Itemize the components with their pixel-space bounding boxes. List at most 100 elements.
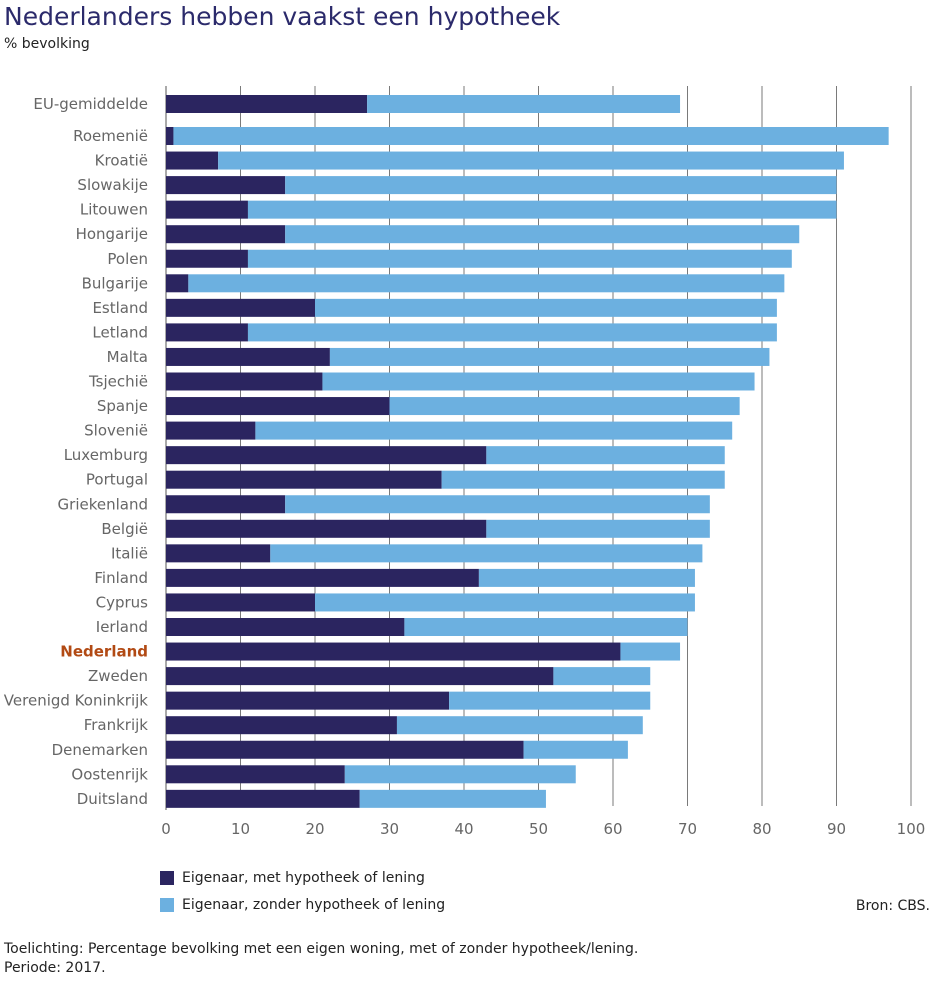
bar-with-mortgage: [166, 765, 345, 784]
bar-with-mortgage: [166, 127, 174, 145]
bar-with-mortgage: [166, 544, 271, 563]
source-note: Bron: CBS.: [855, 898, 930, 914]
bar-with-mortgage: [166, 593, 315, 612]
bar-without-mortgage: [367, 95, 681, 113]
category-label: Roemenië: [73, 127, 148, 145]
x-tick-label: 100: [897, 820, 926, 838]
bar-with-mortgage: [166, 274, 189, 293]
bar-with-mortgage: [166, 323, 248, 342]
chart-title: Nederlanders hebben vaakst een hypotheek: [4, 2, 561, 31]
category-label: Kroatië: [95, 152, 148, 170]
bar-without-mortgage: [396, 716, 643, 735]
bar-without-mortgage: [188, 274, 785, 293]
category-label: Finland: [94, 569, 148, 587]
legend-label-with-mortgage: Eigenaar, met hypotheek of lening: [182, 870, 425, 886]
bar-without-mortgage: [449, 691, 651, 710]
bar-with-mortgage: [166, 151, 219, 170]
category-label: Zweden: [88, 667, 148, 685]
category-label: Ierland: [96, 618, 148, 636]
bar-without-mortgage: [322, 372, 755, 391]
bar-with-mortgage: [166, 495, 286, 514]
bar-without-mortgage: [315, 593, 695, 612]
bar-with-mortgage: [166, 298, 315, 317]
bar-without-mortgage: [218, 151, 844, 170]
category-label: EU-gemiddelde: [33, 95, 148, 113]
bar-without-mortgage: [486, 446, 725, 465]
bar-with-mortgage: [166, 667, 554, 686]
category-label: Polen: [107, 250, 148, 268]
category-label: Spanje: [97, 397, 148, 415]
x-tick-label: 50: [529, 820, 548, 838]
bar-with-mortgage: [166, 740, 524, 759]
legend-label-without-mortgage: Eigenaar, zonder hypotheek of lening: [182, 897, 446, 913]
chart-subtitle: % bevolking: [4, 36, 90, 52]
bar-without-mortgage: [389, 397, 740, 416]
bar-with-mortgage: [166, 397, 390, 416]
bar-without-mortgage: [620, 642, 681, 661]
category-label: Denemarken: [52, 741, 148, 759]
bar-with-mortgage: [166, 446, 487, 465]
bar-with-mortgage: [166, 691, 450, 710]
category-label: Frankrijk: [84, 716, 149, 734]
bar-with-mortgage: [166, 789, 360, 808]
category-label: Duitsland: [77, 790, 148, 808]
explanation-note: Toelichting: Percentage bevolking met ee…: [4, 941, 639, 957]
bar-without-mortgage: [441, 470, 725, 489]
bar-with-mortgage: [166, 200, 248, 219]
category-label: Cyprus: [96, 593, 149, 611]
bar-with-mortgage: [166, 716, 397, 735]
category-label: Luxemburg: [64, 446, 148, 464]
legend-item-with-mortgage: Eigenaar, met hypotheek of lening: [160, 870, 425, 886]
bar-without-mortgage: [247, 249, 792, 268]
bar-without-mortgage: [344, 765, 576, 784]
bar-with-mortgage: [166, 225, 286, 244]
category-label: Malta: [107, 348, 148, 366]
bar-with-mortgage: [166, 568, 479, 587]
category-label: Tsjechië: [88, 373, 148, 391]
bar-with-mortgage: [166, 642, 621, 661]
bar-without-mortgage: [173, 127, 889, 145]
bar-with-mortgage: [166, 421, 256, 440]
bar-without-mortgage: [478, 568, 695, 587]
category-label: Verenigd Koninkrijk: [4, 692, 149, 710]
category-label: Italië: [111, 544, 148, 562]
x-tick-label: 80: [752, 820, 771, 838]
legend-swatch-without-mortgage: [160, 898, 174, 912]
legend-swatch-with-mortgage: [160, 871, 174, 885]
bar-with-mortgage: [166, 347, 330, 366]
bar-with-mortgage: [166, 470, 442, 489]
bar-chart: EU-gemiddelde Roemenië Kroatië Slowakije Lit…: [4, 86, 926, 838]
bar-with-mortgage: [166, 372, 323, 391]
category-label: Slowakije: [77, 176, 148, 194]
x-tick-label: 70: [678, 820, 697, 838]
category-label: Oostenrijk: [71, 765, 148, 783]
period-note: Periode: 2017.: [4, 960, 106, 976]
bar-without-mortgage: [315, 298, 777, 317]
bar-without-mortgage: [285, 176, 837, 195]
bar-with-mortgage: [166, 95, 368, 113]
bar-without-mortgage: [329, 347, 770, 366]
legend-item-without-mortgage: Eigenaar, zonder hypotheek of lening: [160, 897, 445, 913]
bar-without-mortgage: [285, 495, 710, 514]
category-label: Estland: [92, 299, 148, 317]
category-label: Slovenië: [84, 422, 148, 440]
bar-without-mortgage: [404, 618, 688, 636]
x-tick-label: 0: [161, 820, 171, 838]
bar-without-mortgage: [255, 421, 733, 440]
bar-with-mortgage: [166, 519, 487, 538]
bar-without-mortgage: [285, 225, 800, 244]
bar-without-mortgage: [247, 323, 777, 342]
bar-without-mortgage: [359, 789, 546, 808]
category-label: Hongarije: [76, 225, 148, 243]
bar-without-mortgage: [247, 200, 837, 219]
x-tick-label: 20: [305, 820, 324, 838]
category-label: Litouwen: [80, 201, 148, 219]
bar-without-mortgage: [270, 544, 703, 563]
bar-with-mortgage: [166, 176, 286, 195]
category-label: Portugal: [86, 471, 148, 489]
category-label: Griekenland: [58, 495, 148, 513]
category-label: Bulgarije: [82, 274, 148, 292]
bar-with-mortgage: [166, 618, 405, 636]
bar-without-mortgage: [523, 740, 628, 759]
x-tick-label: 60: [603, 820, 622, 838]
